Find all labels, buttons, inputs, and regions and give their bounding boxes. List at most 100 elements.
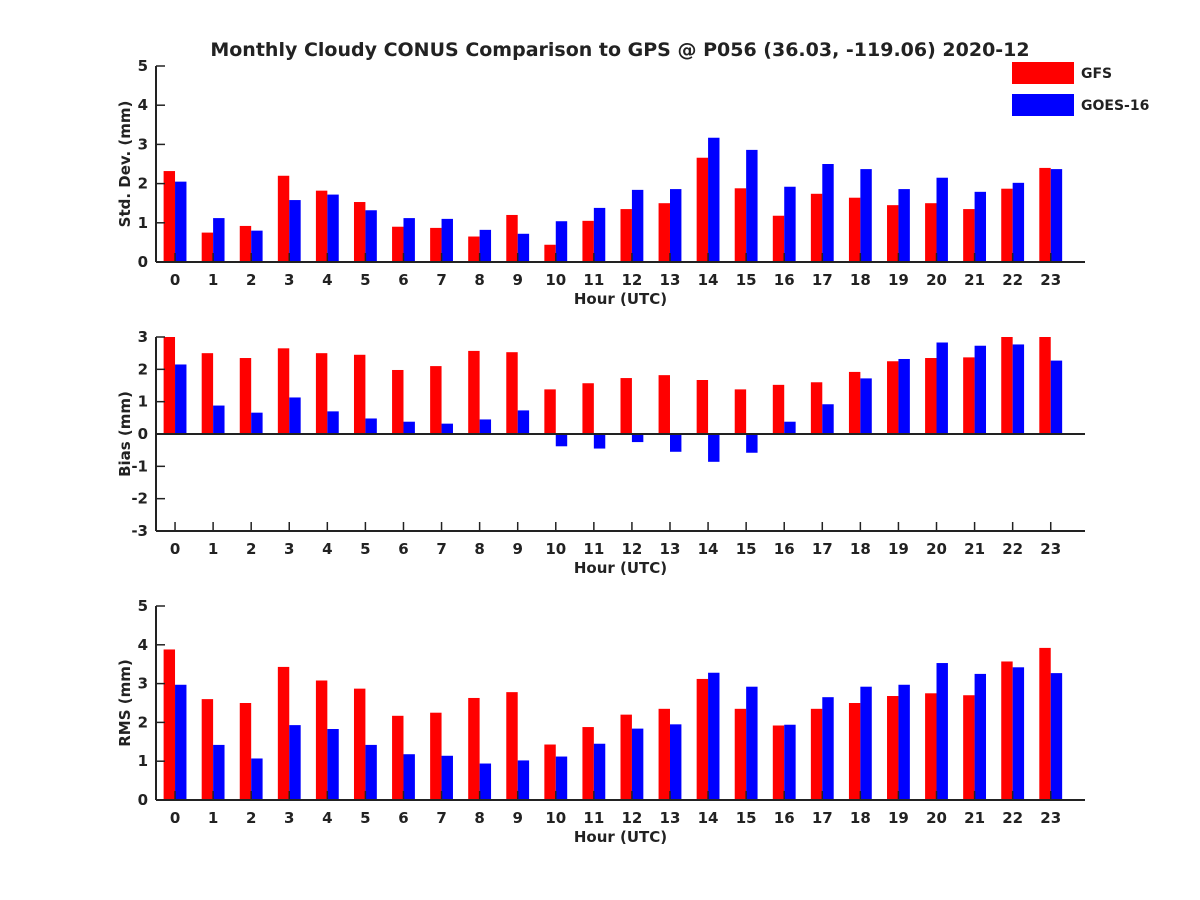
- x-tick-label-bias: 5: [360, 540, 370, 558]
- x-tick-label-rms: 7: [436, 809, 446, 827]
- bar-bias-goes16-12: [631, 434, 644, 443]
- x-tick-label-rms: 8: [474, 809, 484, 827]
- x-axis-label-bias: Hour (UTC): [574, 559, 667, 577]
- x-tick-label-rms: 10: [545, 809, 566, 827]
- x-tick-label-rms: 18: [850, 809, 871, 827]
- y-tick-label-std-dev: 4: [138, 96, 148, 114]
- bar-std-dev-goes16-16: [784, 186, 796, 262]
- y-tick-label-bias: -3: [131, 522, 148, 540]
- bar-bias-goes16-13: [670, 434, 682, 452]
- x-axis-label-rms: Hour (UTC): [574, 828, 667, 846]
- bar-std-dev-gfs-8: [468, 236, 480, 262]
- x-tick-label-std-dev: 6: [398, 271, 408, 289]
- bar-std-dev-goes16-7: [441, 218, 453, 262]
- x-tick-label-std-dev: 21: [964, 271, 985, 289]
- bar-std-dev-goes16-4: [327, 194, 339, 262]
- bar-bias-goes16-21: [974, 345, 987, 434]
- bar-std-dev-goes16-15: [746, 149, 758, 262]
- x-tick-label-std-dev: 5: [360, 271, 370, 289]
- bar-std-dev-goes16-18: [860, 169, 872, 262]
- bar-bias-goes16-5: [365, 418, 377, 434]
- bar-std-dev-gfs-12: [620, 209, 632, 262]
- bar-bias-gfs-4: [315, 353, 328, 434]
- x-axis-label-std-dev: Hour (UTC): [574, 290, 667, 308]
- bar-bias-gfs-21: [963, 357, 975, 434]
- y-tick-label-rms: 2: [138, 713, 148, 731]
- x-tick-label-rms: 9: [512, 809, 522, 827]
- bar-bias-gfs-12: [620, 378, 632, 434]
- bar-std-dev-goes16-5: [365, 210, 377, 262]
- bar-std-dev-goes16-19: [898, 189, 910, 262]
- y-tick-label-bias: -1: [131, 457, 148, 475]
- bar-std-dev-gfs-14: [696, 157, 709, 262]
- x-tick-label-std-dev: 7: [436, 271, 446, 289]
- bar-rms-gfs-10: [544, 744, 556, 800]
- bar-bias-gfs-18: [848, 371, 861, 434]
- legend: GFS GOES-16: [1012, 62, 1149, 116]
- bar-std-dev-gfs-22: [1001, 188, 1013, 262]
- x-tick-label-std-dev: 13: [660, 271, 681, 289]
- x-tick-label-rms: 15: [736, 809, 757, 827]
- bar-bias-gfs-10: [544, 389, 556, 434]
- bar-bias-goes16-4: [327, 411, 339, 434]
- bar-std-dev-gfs-21: [963, 209, 975, 262]
- bar-rms-goes16-17: [822, 697, 834, 800]
- bar-bias-gfs-13: [658, 375, 670, 434]
- bar-rms-goes16-16: [784, 724, 796, 800]
- bar-rms-goes16-3: [289, 725, 301, 800]
- x-tick-label-std-dev: 10: [545, 271, 566, 289]
- y-tick-label-std-dev: 0: [138, 253, 148, 271]
- x-tick-label-bias: 17: [812, 540, 833, 558]
- x-tick-label-std-dev: 22: [1002, 271, 1023, 289]
- x-tick-label-std-dev: 17: [812, 271, 833, 289]
- x-tick-label-bias: 3: [284, 540, 294, 558]
- bar-std-dev-goes16-8: [479, 229, 492, 262]
- y-tick-label-rms: 0: [138, 791, 148, 809]
- x-tick-label-bias: 0: [170, 540, 180, 558]
- x-tick-label-std-dev: 23: [1040, 271, 1061, 289]
- bar-std-dev-goes16-14: [708, 137, 720, 262]
- y-tick-label-rms: 4: [138, 636, 148, 654]
- x-tick-label-bias: 7: [436, 540, 446, 558]
- x-tick-label-std-dev: 20: [926, 271, 947, 289]
- x-tick-label-std-dev: 0: [170, 271, 180, 289]
- bar-std-dev-gfs-6: [392, 226, 404, 262]
- x-tick-label-rms: 14: [698, 809, 719, 827]
- x-tick-label-std-dev: 16: [774, 271, 795, 289]
- bar-rms-gfs-7: [430, 712, 442, 800]
- x-tick-label-std-dev: 9: [512, 271, 522, 289]
- bar-rms-goes16-20: [936, 663, 948, 800]
- bar-bias-goes16-23: [1050, 360, 1063, 434]
- bar-rms-goes16-1: [213, 744, 225, 800]
- bar-rms-gfs-4: [315, 680, 328, 800]
- x-tick-label-std-dev: 12: [621, 271, 642, 289]
- legend-label-goes16: GOES-16: [1081, 98, 1149, 114]
- x-tick-label-bias: 14: [698, 540, 719, 558]
- bar-std-dev-goes16-12: [631, 189, 644, 262]
- x-tick-label-rms: 20: [926, 809, 947, 827]
- bar-bias-goes16-10: [555, 434, 568, 447]
- y-tick-label-std-dev: 2: [138, 175, 148, 193]
- bar-std-dev-gfs-4: [315, 190, 328, 262]
- bar-std-dev-gfs-7: [430, 227, 442, 262]
- bar-bias-goes16-7: [441, 423, 453, 434]
- x-tick-label-bias: 1: [208, 540, 218, 558]
- x-tick-label-std-dev: 1: [208, 271, 218, 289]
- bar-rms-gfs-9: [506, 692, 518, 800]
- bar-std-dev-goes16-23: [1050, 169, 1063, 262]
- bar-rms-goes16-13: [670, 724, 682, 800]
- bar-bias-goes16-15: [746, 434, 758, 453]
- x-tick-label-bias: 22: [1002, 540, 1023, 558]
- bar-bias-gfs-22: [1001, 337, 1013, 434]
- x-tick-label-bias: 8: [474, 540, 484, 558]
- x-tick-label-bias: 11: [583, 540, 604, 558]
- bar-rms-goes16-6: [403, 754, 415, 800]
- x-tick-label-rms: 3: [284, 809, 294, 827]
- bar-std-dev-goes16-11: [593, 207, 606, 262]
- x-tick-label-bias: 2: [246, 540, 256, 558]
- bar-bias-gfs-23: [1039, 337, 1051, 434]
- bar-rms-gfs-12: [620, 714, 632, 800]
- x-tick-label-std-dev: 14: [698, 271, 719, 289]
- legend-swatch-goes16: [1012, 94, 1074, 116]
